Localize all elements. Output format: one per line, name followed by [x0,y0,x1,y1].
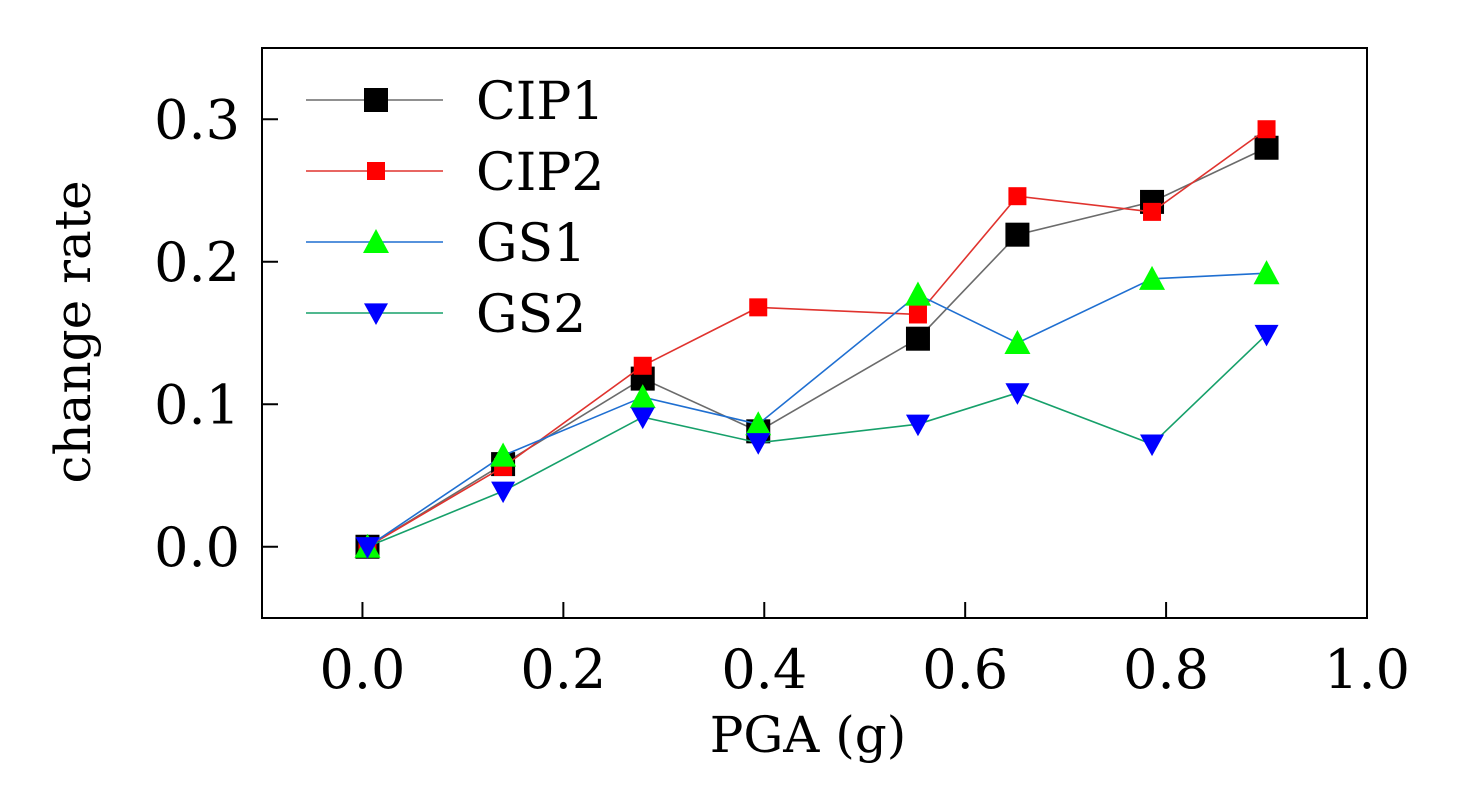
legend-marker-gs2 [364,303,388,325]
series-line-cip2 [367,128,1268,548]
data-point-gs2 [1005,383,1030,405]
series-gs2 [355,324,1279,559]
data-point-cip1 [1254,135,1279,160]
data-point-cip2 [749,298,768,317]
data-point-gs2 [746,433,771,455]
series-line-gs1 [367,272,1267,548]
legend-item-cip1: CIP1 [306,72,604,132]
y-tick-label: 0.0 [154,516,240,579]
data-point-cip2 [908,305,927,324]
legend-marker-cip2 [367,162,385,180]
legend-label-cip2: CIP2 [476,143,604,203]
data-point-cip2 [1257,120,1276,139]
legend-item-cip2: CIP2 [306,143,604,203]
data-point-gs2 [630,407,655,430]
x-axis-title: PGA (g) [710,706,907,764]
y-tick-label: 0.1 [154,373,240,436]
data-point-gs1 [1004,329,1031,355]
axis-ticks: 0.0 0.2 0.4 0.6 0.8 1.0 0.0 0.1 0.2 0.3 [154,88,1410,701]
data-point-gs2 [905,414,930,437]
series-group [354,120,1280,559]
x-tick-label: 0.8 [1123,638,1209,701]
x-tick-label: 1.0 [1324,638,1410,701]
data-point-gs2 [1140,434,1165,457]
data-point-gs1 [904,281,931,306]
x-tick-label: 0.4 [721,638,807,701]
series-line-gs2 [367,333,1268,548]
data-point-cip1 [1005,222,1030,247]
data-point-cip1 [905,326,930,351]
legend-marker-cip1 [364,88,388,112]
data-point-gs2 [1254,324,1279,347]
x-tick-label: 0.6 [922,638,1008,701]
data-point-cip2 [1143,202,1162,221]
data-point-gs1 [490,442,517,467]
y-axis-title: change rate [44,180,102,483]
x-tick-label: 0.2 [520,638,606,701]
legend: CIP1 CIP2 GS1 GS2 [306,72,604,345]
data-point-cip2 [633,356,652,375]
y-tick-label: 0.3 [154,88,240,151]
data-point-gs1 [1139,265,1166,290]
legend-item-gs1: GS1 [306,214,586,274]
plot-frame [261,47,1368,619]
data-point-gs2 [491,481,516,504]
legend-item-gs2: GS2 [306,285,586,345]
legend-marker-gs1 [363,229,389,254]
plot-area [261,47,1368,619]
data-point-cip2 [1008,187,1027,206]
x-tick-label: 0.0 [320,638,406,701]
series-cip2 [358,120,1276,556]
data-point-gs1 [745,411,772,436]
data-point-gs1 [629,384,656,409]
data-point-gs2 [355,537,380,559]
data-point-gs1 [1253,260,1280,285]
y-tick-label: 0.2 [154,231,240,294]
legend-label-gs2: GS2 [476,285,586,345]
legend-label-cip1: CIP1 [476,72,604,132]
legend-label-gs1: GS1 [476,214,586,274]
